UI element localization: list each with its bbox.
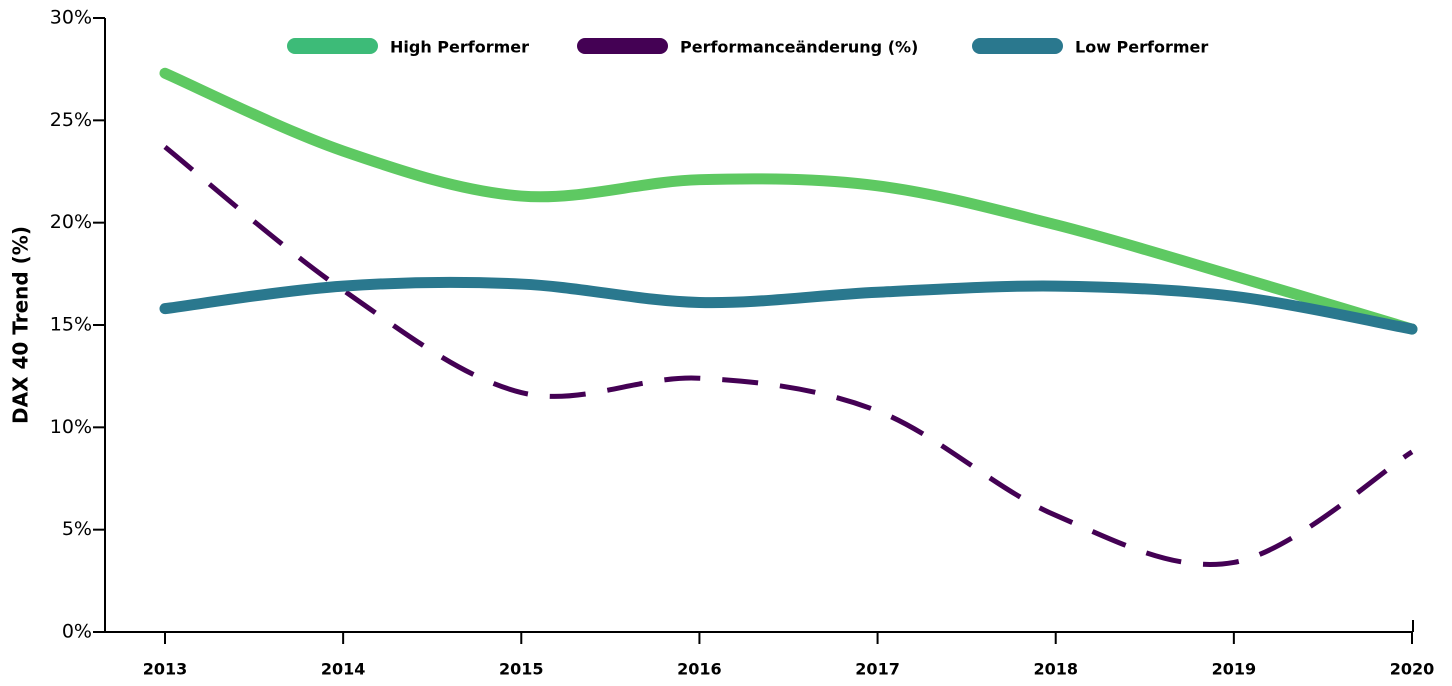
y-tick-label: 25% xyxy=(50,109,92,131)
x-tick-label: 2018 xyxy=(1033,660,1078,679)
x-tick-label: 2017 xyxy=(855,660,900,679)
y-tick-label: 5% xyxy=(62,518,92,540)
legend-label: Low Performer xyxy=(1075,38,1208,57)
line-series xyxy=(159,67,1418,335)
x-tick-label: 2014 xyxy=(321,660,366,679)
legend-label: Performanceänderung (%) xyxy=(680,38,918,57)
line-series xyxy=(159,276,1418,335)
x-tick-label: 2015 xyxy=(499,660,544,679)
x-tick-label: 2016 xyxy=(677,660,722,679)
y-tick-label: 15% xyxy=(50,314,92,336)
line-series xyxy=(163,144,1414,567)
y-tick-label: 0% xyxy=(62,621,92,643)
y-axis-label: DAX 40 Trend (%) xyxy=(9,226,33,424)
y-tick-label: 20% xyxy=(50,211,92,233)
y-tick-label: 10% xyxy=(50,416,92,438)
x-tick-label: 2019 xyxy=(1212,660,1257,679)
y-tick-label: 30% xyxy=(50,7,92,29)
x-tick-label: 2013 xyxy=(143,660,188,679)
x-tick-label: 2020 xyxy=(1390,660,1435,679)
legend-label: High Performer xyxy=(390,38,529,57)
